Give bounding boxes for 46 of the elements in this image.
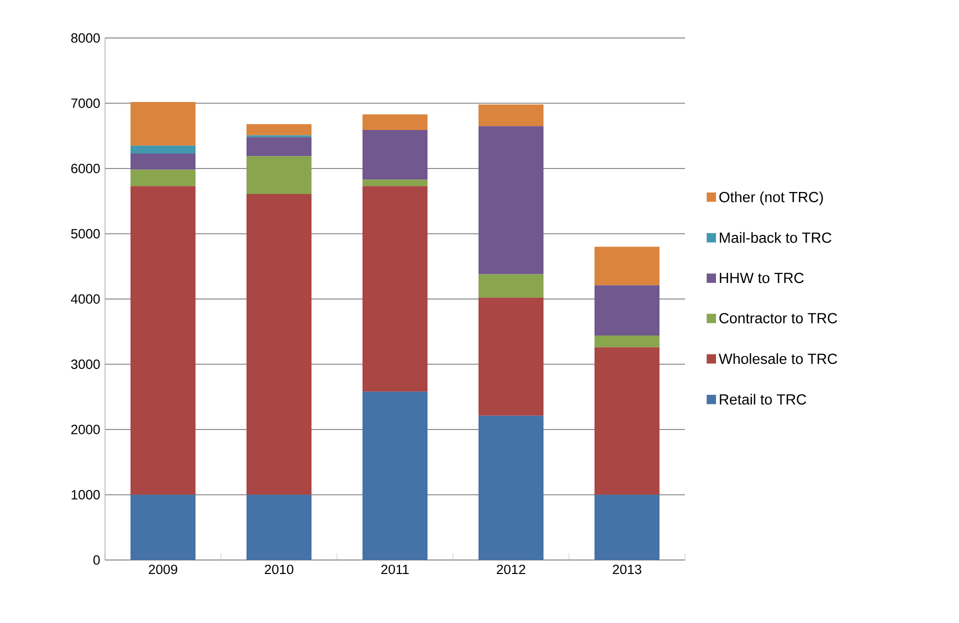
legend-label: HHW to TRC — [720, 272, 804, 284]
bar — [362, 114, 428, 130]
y-tick-label: 2000 — [71, 424, 100, 434]
y-tick-label: 8000 — [71, 33, 100, 43]
x-tick-label: 2009 — [148, 564, 178, 574]
y-tick-label: 4000 — [70, 294, 100, 304]
bar — [246, 156, 312, 194]
bar — [130, 146, 196, 154]
bar — [594, 246, 660, 286]
bar — [594, 336, 660, 348]
bar — [594, 494, 660, 560]
bar — [130, 102, 196, 146]
legend-label: Other (not TRC) — [719, 192, 823, 206]
bar — [478, 104, 544, 126]
bar — [130, 494, 196, 560]
x-tick-label: 2011 — [381, 564, 409, 574]
bar — [246, 124, 312, 136]
y-tick-label: 0 — [93, 555, 100, 565]
bar — [246, 494, 312, 560]
y-tick-label: 7000 — [71, 98, 100, 108]
bar — [362, 180, 428, 186]
bar — [478, 274, 544, 298]
bar — [594, 347, 660, 495]
bar — [362, 130, 428, 180]
legend-label: Mail-back to TRC — [720, 232, 832, 243]
y-tick-label: 5000 — [71, 229, 100, 238]
legend-label: Contractor to TRC — [719, 313, 838, 324]
bar — [130, 186, 196, 495]
bar — [362, 392, 428, 560]
y-tick-label: 1000 — [72, 490, 100, 500]
bar — [362, 186, 428, 392]
bar — [478, 416, 544, 560]
bar — [246, 194, 312, 495]
x-tick-label: 2012 — [496, 564, 526, 574]
bar — [130, 153, 196, 170]
legend-label: Wholesale to TRC — [718, 353, 838, 364]
bar — [594, 285, 660, 336]
x-tick-label: 2013 — [612, 564, 642, 574]
bar — [478, 126, 544, 274]
bar — [130, 170, 196, 186]
bar — [478, 298, 544, 416]
legend-label: Retail to TRC — [720, 394, 806, 405]
bar — [246, 137, 312, 156]
y-tick-label: 3000 — [71, 360, 100, 369]
x-tick-label: 2010 — [264, 564, 294, 574]
y-tick-label: 6000 — [71, 164, 100, 174]
